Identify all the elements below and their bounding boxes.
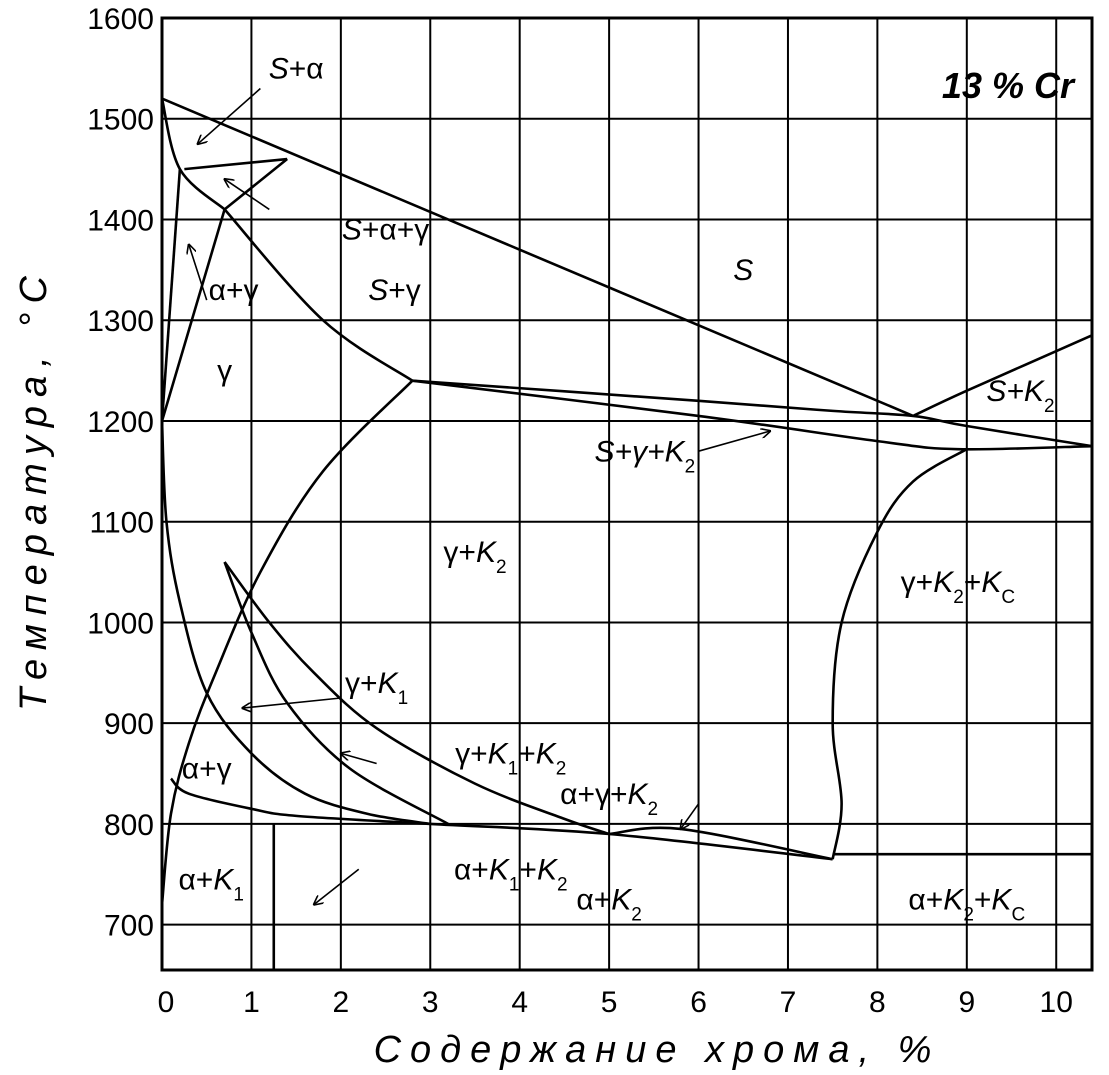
x-tick-label: 0: [158, 986, 175, 1019]
y-tick-label: 1000: [87, 607, 154, 640]
label-arrow: [314, 868, 360, 904]
label-arrow: [198, 87, 261, 144]
y-tick-label: 1200: [87, 406, 154, 439]
phase-label: γ+K2+KC: [901, 566, 1015, 608]
x-tick-label: 4: [511, 986, 528, 1019]
composition-stamp: 13 % Cr: [942, 65, 1076, 106]
x-tick-label: 3: [422, 986, 439, 1019]
phase-label: S+γ: [368, 274, 421, 307]
phase-label: γ+K1: [345, 667, 408, 709]
y-tick-label: 900: [104, 708, 154, 741]
phase-boundary: [184, 157, 288, 171]
x-tick-label: 1: [243, 986, 260, 1019]
plot-frame: [160, 16, 1094, 972]
x-tick-label: 10: [1040, 986, 1073, 1019]
phase-boundary: [223, 208, 414, 382]
phase-boundary: [160, 209, 226, 422]
x-tick-label: 6: [690, 986, 707, 1019]
label-arrow: [225, 179, 270, 211]
phase-boundaries: [160, 97, 1093, 970]
phase-label: S+γ+K2: [595, 435, 696, 477]
phase-label: α+γ: [182, 753, 232, 786]
label-arrows: [189, 87, 771, 905]
x-tick-label: 7: [780, 986, 797, 1019]
phase-label: α+γ+K2: [560, 778, 658, 820]
y-tick-label: 1300: [87, 305, 154, 338]
phase-label: S+α: [269, 52, 324, 85]
label-arrow: [189, 245, 208, 301]
axis-ticks: 0 1 2 3 4 5 6 7 8 9 10 700 800 900 1000 1100 1200 1300 140…: [87, 3, 1073, 1019]
y-tick-label: 1100: [89, 507, 154, 540]
phase-label: α+K2+KC: [908, 884, 1025, 926]
x-tick-label: 8: [869, 986, 886, 1019]
phase-label: S: [733, 254, 753, 287]
label-arrow: [341, 753, 377, 765]
phase-boundary: [223, 561, 610, 836]
phase-boundary: [608, 826, 833, 861]
phase-label: α+γ: [209, 274, 259, 307]
phase-label: S+K2: [986, 375, 1054, 417]
phase-boundary: [160, 169, 182, 422]
grid: [161, 17, 1092, 970]
phase-boundary: [831, 448, 968, 860]
y-tick-label: 1400: [87, 204, 154, 237]
y-tick-label: 1500: [87, 104, 154, 137]
phase-boundary: [412, 379, 1093, 451]
phase-label: γ+K1+K2: [455, 737, 566, 779]
y-tick-label: 1600: [87, 3, 154, 36]
y-tick-label: 800: [104, 809, 154, 842]
phase-boundary: [412, 379, 1093, 448]
label-arrow: [698, 431, 771, 452]
phase-label: α+K1: [178, 863, 243, 905]
phase-boundary: [223, 561, 449, 826]
x-axis-title: Содержание хрома, %: [374, 1029, 941, 1071]
phase-boundary: [169, 777, 833, 861]
phase-boundary: [223, 158, 289, 211]
phase-labels: S+α S+α+γ α+γ S+γ Sγ S+K2 S+γ+K2 γ+K2 γ+K2+KC γ+K…: [178, 52, 1054, 925]
phase-boundary: [161, 97, 914, 418]
phase-label: α+K2: [576, 884, 641, 926]
y-axis-title: Температура, °C: [13, 267, 55, 711]
phase-label: γ+K2: [443, 536, 506, 578]
phase-boundary: [160, 98, 226, 211]
phase-label: α+K1+K2: [454, 853, 568, 895]
phase-boundary: [912, 334, 1093, 418]
x-tick-label: 9: [958, 986, 975, 1019]
phase-boundary: [160, 420, 431, 826]
y-tick-label: 700: [104, 910, 154, 943]
phase-label: S+α+γ: [342, 214, 429, 247]
phase-label: γ: [217, 355, 232, 388]
x-tick-label: 2: [333, 986, 350, 1019]
label-arrow: [242, 697, 341, 708]
label-arrow: [681, 803, 700, 829]
x-tick-label: 5: [601, 986, 618, 1019]
phase-boundary: [160, 379, 414, 905]
